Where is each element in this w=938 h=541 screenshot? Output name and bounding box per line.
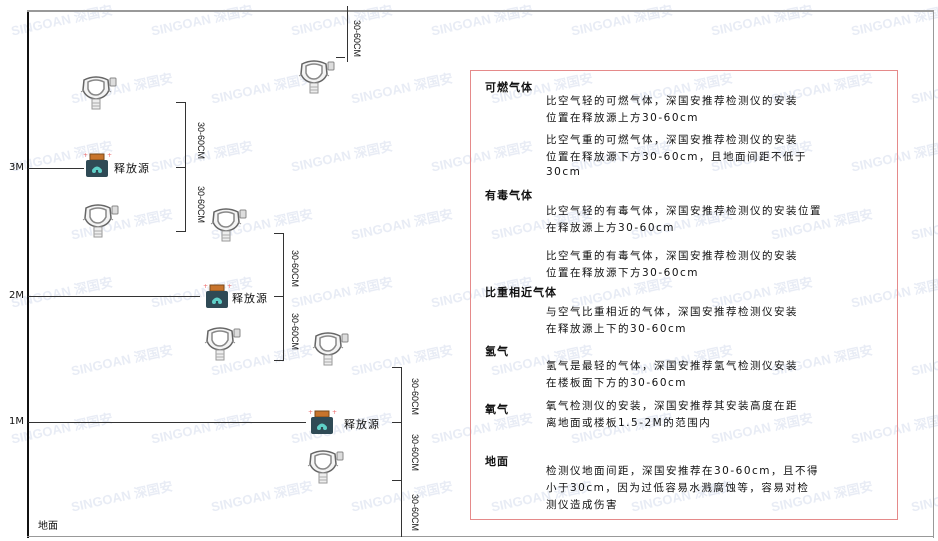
watermark: SINGOAN 深国安	[709, 2, 814, 39]
section-heading: 可燃气体	[485, 81, 533, 94]
level-1m-label: 1M	[9, 416, 24, 427]
level-2m-label: 2M	[9, 290, 24, 301]
level-3m-label: 3M	[9, 162, 24, 173]
dimension-label: 30-60CM	[352, 20, 362, 58]
svg-text:+: +	[83, 152, 88, 159]
dimension-label: 30-60CM	[410, 378, 420, 416]
dimension-line	[401, 367, 402, 537]
dimension-tick	[336, 57, 345, 58]
gas-detector-icon	[296, 56, 336, 96]
watermark: SINGOAN 深国安	[149, 410, 254, 447]
release-source-icon: + +	[202, 282, 232, 310]
dimension-line	[185, 102, 186, 232]
section-text-line: 比空气重的可燃气体，深国安推荐检测仪的安装	[546, 134, 798, 146]
section-heading: 有毒气体	[485, 189, 533, 202]
section-text-line: 位置在释放源下方30-60cm，且地面间距不低于	[546, 151, 808, 163]
release-source-label: 释放源	[114, 162, 150, 175]
section-text-line: 比空气轻的有毒气体，深国安推荐检测仪的安装位置	[546, 205, 822, 217]
installation-guide-panel: 可燃气体比空气轻的可燃气体，深国安推荐检测仪的安装 位置在释放源上方30-60cm…	[470, 70, 898, 520]
dimension-tick	[274, 360, 283, 361]
watermark: SINGOAN 深国安	[349, 70, 454, 107]
watermark: SINGOAN 深国安	[429, 2, 534, 39]
section-text-line: 在楼板面下方的30-60cm	[546, 377, 688, 389]
watermark: SINGOAN 深国安	[289, 138, 394, 175]
dimension-tick	[176, 102, 185, 103]
section-text-line: 小于30cm，因为过低容易水溅腐蚀等，容易对检	[546, 482, 810, 494]
level-1m-line	[28, 422, 306, 423]
section-text-line: 测仪造成伤害	[546, 499, 618, 511]
svg-text:+: +	[107, 152, 112, 159]
ground-label: 地面	[38, 521, 58, 532]
section-text-line: 检测仪地面间距，深国安推荐在30-60cm，且不得	[546, 465, 820, 477]
dimension-tick	[392, 422, 401, 423]
floor-line	[27, 536, 933, 537]
dimension-label: 30-60CM	[410, 494, 420, 532]
svg-text:+: +	[227, 283, 232, 290]
section-text-line: 氢气是最轻的气体，深国安推荐氢气检测仪安装	[546, 360, 798, 372]
level-3m-line	[28, 168, 84, 169]
watermark: SINGOAN 深国安	[349, 206, 454, 243]
watermark: SINGOAN 深国安	[289, 2, 394, 39]
svg-text:+: +	[332, 409, 337, 416]
section-text-line: 30cm	[546, 166, 582, 178]
watermark: SINGOAN 深国安	[69, 342, 174, 379]
watermark: SINGOAN 深国安	[9, 410, 114, 447]
dimension-tick	[176, 167, 185, 168]
section-text-line: 与空气比重相近的气体，深国安推荐检测仪安装	[546, 306, 798, 318]
gas-detector-icon	[305, 446, 345, 486]
watermark: SINGOAN 深国安	[9, 274, 114, 311]
release-source-icon: + +	[307, 408, 337, 436]
release-source-label: 释放源	[232, 292, 268, 305]
dimension-label: 30-60CM	[196, 186, 206, 224]
section-text-line: 比空气重的有毒气体，深国安推荐检测仪的安装	[546, 250, 798, 262]
dimension-label: 30-60CM	[410, 434, 420, 472]
release-source-icon: + +	[82, 151, 112, 179]
right-border	[933, 10, 934, 538]
watermark: SINGOAN 深国安	[569, 2, 674, 39]
section-heading: 氧气	[485, 403, 509, 416]
dimension-tick	[176, 231, 185, 232]
watermark: SINGOAN 深国安	[9, 2, 114, 39]
wall-line	[27, 10, 29, 538]
dimension-tick	[392, 480, 401, 481]
dimension-tick	[392, 367, 401, 368]
section-text-line: 比空气轻的可燃气体，深国安推荐检测仪的安装	[546, 95, 798, 107]
level-2m-line	[28, 296, 200, 297]
dimension-tick	[274, 233, 283, 234]
section-heading: 地面	[485, 455, 509, 468]
watermark: SINGOAN 深国安	[69, 478, 174, 515]
gas-detector-icon	[202, 323, 242, 363]
watermark: SINGOAN 深国安	[849, 2, 938, 39]
gas-detector-icon	[208, 204, 248, 244]
section-text-line: 离地面或楼板1.5-2M的范围内	[546, 417, 712, 429]
gas-detector-icon	[78, 72, 118, 112]
dimension-tick	[274, 296, 283, 297]
section-text-line: 在释放源上下的30-60cm	[546, 323, 688, 335]
watermark: SINGOAN 深国安	[209, 478, 314, 515]
svg-text:+: +	[203, 283, 208, 290]
svg-text:+: +	[308, 409, 313, 416]
section-text-line: 位置在释放源下方30-60cm	[546, 267, 700, 279]
dimension-label: 30-60CM	[290, 313, 300, 351]
gas-detector-icon	[80, 200, 120, 240]
section-text-line: 氧气检测仪的安装，深国安推荐其安装高度在距	[546, 400, 798, 412]
section-text-line: 在释放源上方30-60cm	[546, 222, 676, 234]
dimension-line	[347, 6, 348, 62]
section-text-line: 位置在释放源上方30-60cm	[546, 112, 700, 124]
section-heading: 氢气	[485, 345, 509, 358]
dimension-line	[283, 233, 284, 361]
watermark: SINGOAN 深国安	[289, 274, 394, 311]
watermark: SINGOAN 深国安	[149, 2, 254, 39]
gas-detector-icon	[310, 328, 350, 368]
dimension-label: 30-60CM	[290, 250, 300, 288]
dimension-label: 30-60CM	[196, 122, 206, 160]
ceiling-line	[27, 10, 933, 12]
section-heading: 比重相近气体	[485, 286, 557, 299]
release-source-label: 释放源	[344, 418, 380, 431]
